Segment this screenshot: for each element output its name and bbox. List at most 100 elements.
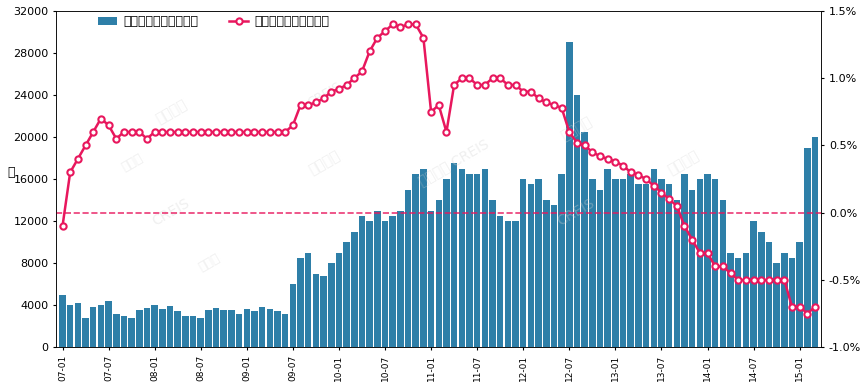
Bar <box>712 179 719 347</box>
Bar <box>674 200 680 347</box>
Bar <box>658 179 665 347</box>
Bar <box>274 312 280 347</box>
Legend: 成都二手住宅成交套数, 成都二手住宅价格环比: 成都二手住宅成交套数, 成都二手住宅价格环比 <box>93 10 334 33</box>
Bar <box>167 306 174 347</box>
Bar <box>758 232 765 347</box>
Bar <box>244 309 250 347</box>
Bar <box>59 294 66 347</box>
Y-axis label: 套: 套 <box>7 166 15 179</box>
Bar <box>67 305 74 347</box>
Bar <box>305 253 312 347</box>
Bar <box>597 190 603 347</box>
Bar <box>727 253 733 347</box>
Bar <box>344 242 350 347</box>
Bar <box>497 216 503 347</box>
Bar <box>336 253 342 347</box>
Bar <box>174 312 181 347</box>
Bar <box>412 174 419 347</box>
Bar <box>397 211 404 347</box>
Bar <box>420 168 427 347</box>
Bar <box>297 258 304 347</box>
Bar <box>797 242 803 347</box>
Text: 中指数据: 中指数据 <box>153 97 189 126</box>
Bar <box>528 184 534 347</box>
Bar <box>144 308 150 347</box>
Bar <box>643 184 649 347</box>
Bar <box>612 179 619 347</box>
Bar <box>735 258 741 347</box>
Bar <box>766 242 773 347</box>
Bar <box>804 147 811 347</box>
Bar <box>358 216 365 347</box>
Bar <box>290 284 296 347</box>
Text: 中指数据: 中指数据 <box>306 148 342 177</box>
Bar <box>136 310 142 347</box>
Bar <box>628 174 634 347</box>
Bar <box>205 310 212 347</box>
Bar <box>228 310 234 347</box>
Bar <box>220 310 227 347</box>
Bar <box>444 179 450 347</box>
Bar <box>482 168 488 347</box>
Bar <box>490 200 496 347</box>
Bar <box>520 179 527 347</box>
Text: CREIS: CREIS <box>305 80 344 110</box>
Bar <box>720 200 727 347</box>
Bar <box>113 314 120 347</box>
Bar <box>466 174 473 347</box>
Bar <box>558 174 565 347</box>
Bar <box>105 301 112 347</box>
Bar <box>404 190 411 347</box>
Bar <box>635 184 641 347</box>
Bar <box>312 274 319 347</box>
Bar <box>320 276 327 347</box>
Bar <box>374 211 380 347</box>
Bar <box>351 232 358 347</box>
Bar <box>589 179 595 347</box>
Bar <box>582 132 588 347</box>
Text: 中指数据 CREIS: 中指数据 CREIS <box>417 137 491 188</box>
Bar <box>366 221 373 347</box>
Bar <box>504 221 511 347</box>
Bar <box>428 211 434 347</box>
Bar <box>812 137 819 347</box>
Bar <box>536 179 542 347</box>
Bar <box>512 221 519 347</box>
Bar <box>450 163 457 347</box>
Text: 指数据: 指数据 <box>196 252 222 274</box>
Bar <box>458 168 465 347</box>
Bar <box>197 318 204 347</box>
Bar <box>566 42 573 347</box>
Bar <box>97 305 104 347</box>
Text: CREIS: CREIS <box>556 196 598 229</box>
Bar <box>266 309 273 347</box>
Bar <box>781 253 787 347</box>
Bar <box>251 312 258 347</box>
Bar <box>75 303 81 347</box>
Bar <box>182 316 188 347</box>
Bar <box>704 174 711 347</box>
Bar <box>743 253 749 347</box>
Bar <box>789 258 795 347</box>
Bar <box>259 307 266 347</box>
Bar <box>620 179 627 347</box>
Bar <box>121 316 128 347</box>
Bar <box>574 95 580 347</box>
Bar <box>689 190 695 347</box>
Bar <box>282 314 288 347</box>
Bar <box>666 184 673 347</box>
Bar <box>604 168 611 347</box>
Bar <box>697 179 703 347</box>
Bar <box>90 307 96 347</box>
Bar <box>681 174 687 347</box>
Bar <box>390 216 396 347</box>
Text: CREIS: CREIS <box>150 196 193 229</box>
Bar <box>82 318 89 347</box>
Bar <box>436 200 442 347</box>
Bar <box>543 200 549 347</box>
Bar <box>236 314 242 347</box>
Bar <box>750 221 757 347</box>
Bar <box>650 168 657 347</box>
Text: 中指数据: 中指数据 <box>666 148 701 177</box>
Bar <box>213 308 220 347</box>
